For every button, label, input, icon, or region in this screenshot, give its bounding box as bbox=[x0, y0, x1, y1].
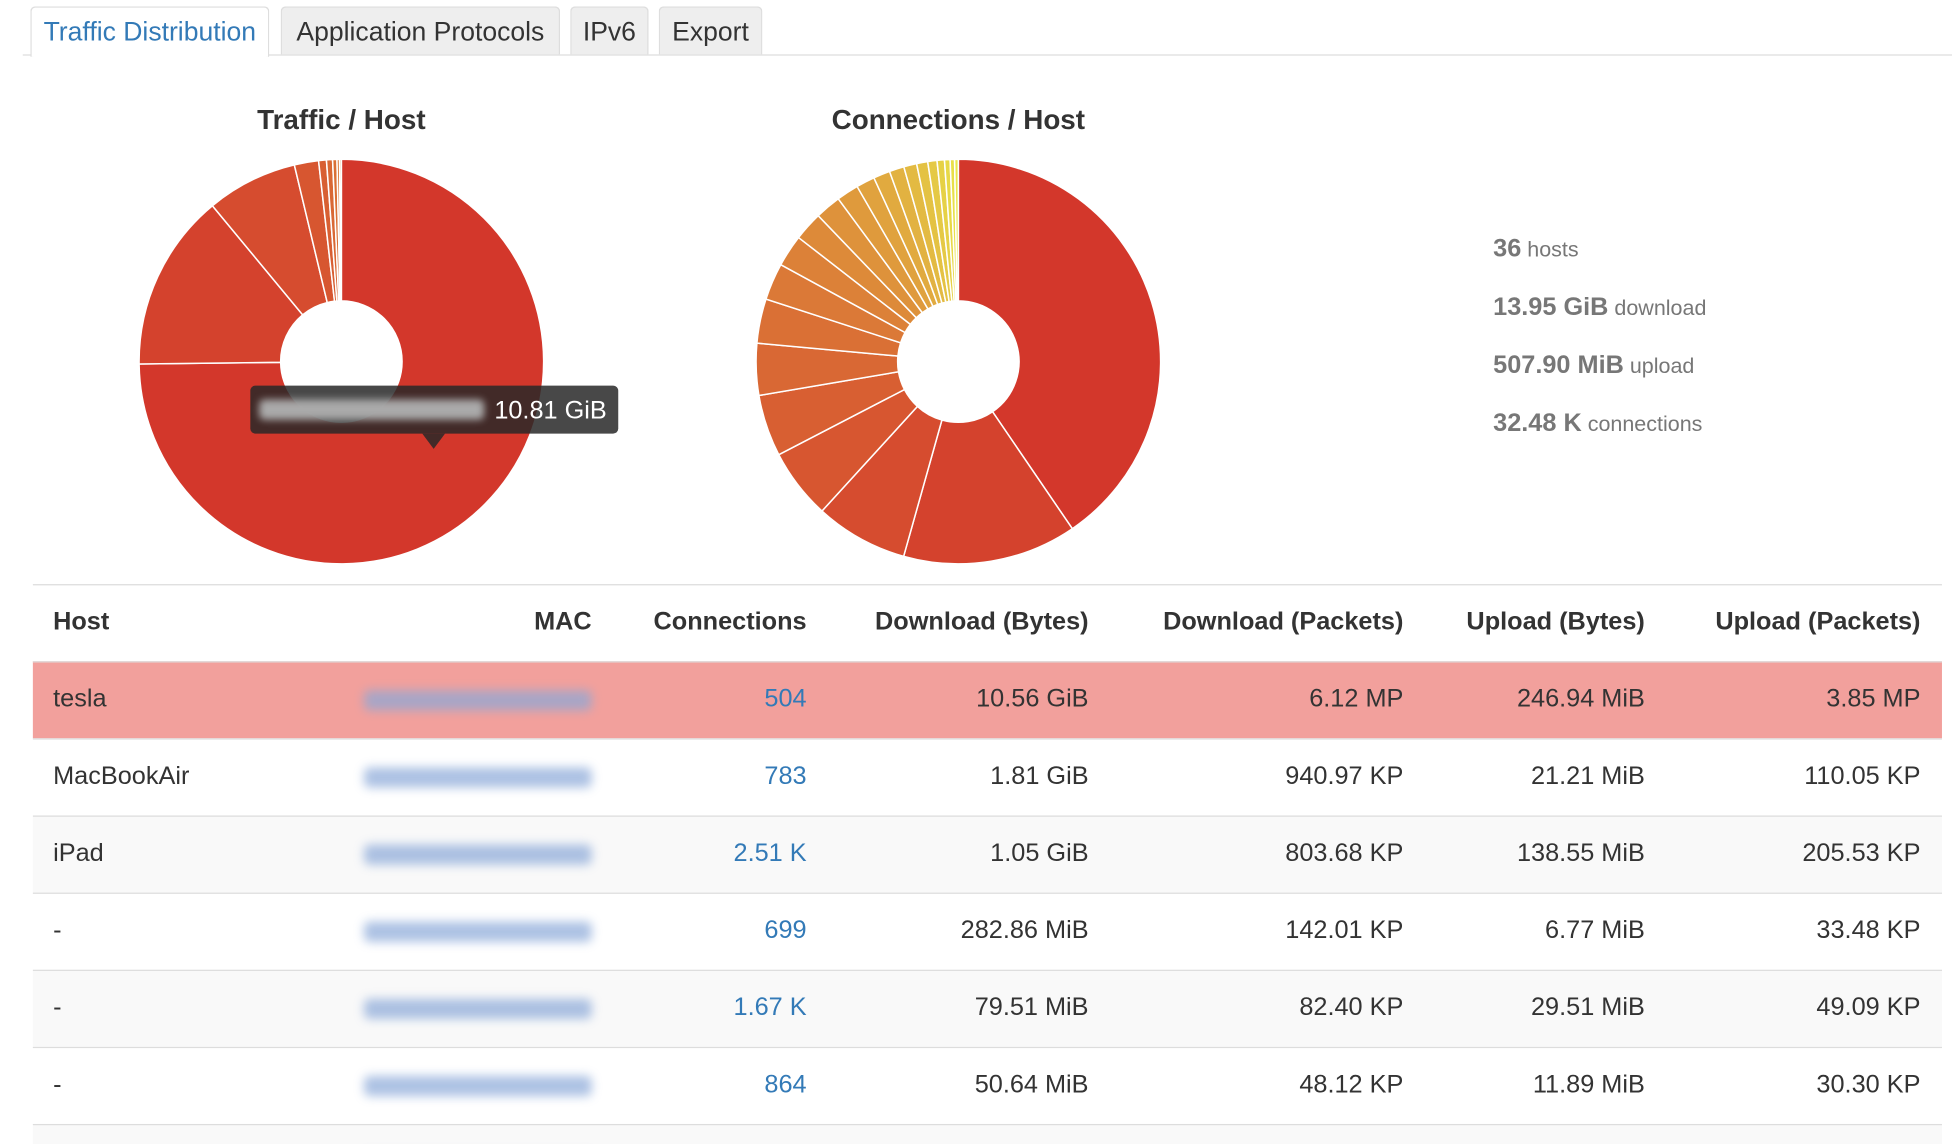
table-cell: - bbox=[53, 1070, 62, 1099]
table-cell: 940.97 KP bbox=[1285, 762, 1404, 791]
column-header: Upload (Packets) bbox=[1715, 608, 1921, 636]
charts: 10.81 GiB bbox=[138, 158, 1162, 565]
tab[interactable]: Export bbox=[658, 6, 763, 55]
summary-value: 13.95 GiB bbox=[1493, 293, 1609, 322]
table-cell: 6.12 MP bbox=[1309, 685, 1404, 714]
table-cell: 33.48 KP bbox=[1816, 916, 1921, 945]
table-row bbox=[32, 969, 1942, 1047]
column-header: Connections bbox=[653, 608, 807, 636]
table-cell: 110.05 KP bbox=[1804, 762, 1921, 791]
summary-item: 32.48 K connections bbox=[1493, 410, 1702, 439]
table-cell: 50.64 MiB bbox=[974, 1070, 1089, 1099]
mac-blurred bbox=[364, 1075, 592, 1097]
column-header: Download (Bytes) bbox=[875, 608, 1089, 636]
table-cell: 8.51 MiB bbox=[1545, 1124, 1645, 1144]
mac-blurred bbox=[364, 921, 592, 942]
pie-slice bbox=[957, 158, 1162, 530]
column-header: MAC bbox=[534, 608, 592, 636]
table-cell: 282.86 MiB bbox=[960, 916, 1089, 945]
summary-item: 36 hosts bbox=[1493, 235, 1578, 264]
connections-link[interactable]: 1.67 K bbox=[733, 993, 807, 1022]
connections-link[interactable]: 699 bbox=[764, 916, 807, 945]
table-cell: 29.51 MiB bbox=[1530, 993, 1645, 1022]
tooltip-host-blurred bbox=[259, 399, 485, 420]
pie-slice bbox=[138, 204, 304, 365]
table-row bbox=[32, 661, 1942, 739]
table-cell: 1.81 GiB bbox=[990, 762, 1089, 791]
connections-link[interactable]: 783 bbox=[764, 762, 807, 791]
tooltip-value: 10.81 GiB bbox=[494, 396, 606, 424]
table-cell: tesla bbox=[53, 685, 107, 714]
summary-item: 507.90 MiB upload bbox=[1493, 351, 1694, 380]
summary-label: hosts bbox=[1527, 237, 1579, 262]
table-cell: 39.70 KP bbox=[1816, 1124, 1920, 1144]
column-header: Host bbox=[53, 608, 110, 636]
tab-baseline bbox=[22, 54, 1952, 56]
table-cell: 205.53 KP bbox=[1802, 839, 1921, 868]
mac-blurred bbox=[364, 767, 592, 788]
table-row bbox=[32, 738, 1942, 816]
mac-blurred bbox=[364, 844, 592, 865]
table-cell: - bbox=[53, 993, 62, 1022]
table-cell: 246.94 MiB bbox=[1516, 685, 1645, 714]
table-cell: 138.55 MiB bbox=[1516, 839, 1645, 868]
mac-blurred bbox=[364, 998, 592, 1020]
pie-slice bbox=[953, 158, 960, 302]
table-top-border bbox=[32, 584, 1942, 586]
table-cell: 142.01 KP bbox=[1285, 916, 1404, 945]
mac-blurred bbox=[364, 690, 592, 711]
table-cell: iPad bbox=[53, 839, 104, 868]
host-table: Host MAC Connections Download (Bytes) Downlo… bbox=[32, 584, 1942, 1144]
summary-item: 13.95 GiB download bbox=[1493, 293, 1706, 322]
column-header: Upload (Bytes) bbox=[1466, 608, 1645, 636]
tab[interactable]: Application Protocols bbox=[280, 6, 561, 55]
tab[interactable]: Traffic Distribution bbox=[30, 6, 270, 57]
table-row bbox=[32, 815, 1942, 893]
summary-label: upload bbox=[1629, 354, 1695, 379]
table-cell: 11.89 MiB bbox=[1532, 1070, 1645, 1099]
summary-label: connections bbox=[1587, 412, 1703, 437]
summary-label: download bbox=[1614, 295, 1707, 320]
table-cell: 79.51 MiB bbox=[974, 993, 1089, 1022]
summary-value: 32.48 K bbox=[1493, 409, 1582, 438]
table-cell: 21.21 MiB bbox=[1530, 762, 1645, 791]
table-cell: 803.68 KP bbox=[1285, 839, 1404, 868]
table-cell: famirirumu bbox=[53, 1124, 172, 1144]
table-cell: 48.12 KP bbox=[1299, 1070, 1404, 1099]
table-cell: - bbox=[53, 916, 62, 945]
chart-title: Traffic / Host bbox=[257, 103, 426, 136]
table-cell: 53.83 MiB bbox=[975, 1124, 1089, 1144]
tooltip-arrow bbox=[422, 433, 446, 449]
table-cell: 3.85 MP bbox=[1826, 685, 1921, 714]
table-cell: 77.02 KP bbox=[1299, 1124, 1403, 1144]
table-row bbox=[32, 892, 1942, 970]
table-cell: MacBookAir bbox=[53, 762, 190, 791]
tab[interactable]: IPv6 bbox=[570, 6, 649, 55]
table-row bbox=[32, 1046, 1942, 1124]
pie-slice bbox=[902, 410, 1074, 565]
table-cell: 30.30 KP bbox=[1816, 1070, 1921, 1099]
connections-link[interactable]: 2.51 K bbox=[733, 839, 807, 868]
table-cell: 49.09 KP bbox=[1816, 993, 1921, 1022]
table-cell: 82.40 KP bbox=[1299, 993, 1404, 1022]
pie-slice bbox=[338, 158, 343, 302]
connections-link[interactable]: 864 bbox=[764, 1070, 807, 1099]
summary-value: 36 bbox=[1493, 235, 1522, 263]
table-cell: 10.56 GiB bbox=[976, 685, 1089, 714]
table-cell: 1.05 GiB bbox=[990, 839, 1089, 868]
column-header: Download (Packets) bbox=[1163, 608, 1404, 636]
summary-value: 507.90 MiB bbox=[1493, 351, 1624, 380]
connections-link[interactable]: 4.69 K bbox=[734, 1124, 807, 1144]
connections-link[interactable]: 504 bbox=[764, 685, 807, 714]
chart-title: Connections / Host bbox=[831, 103, 1086, 136]
table-row bbox=[32, 1123, 1942, 1144]
table-cell: 6.77 MiB bbox=[1545, 916, 1645, 945]
